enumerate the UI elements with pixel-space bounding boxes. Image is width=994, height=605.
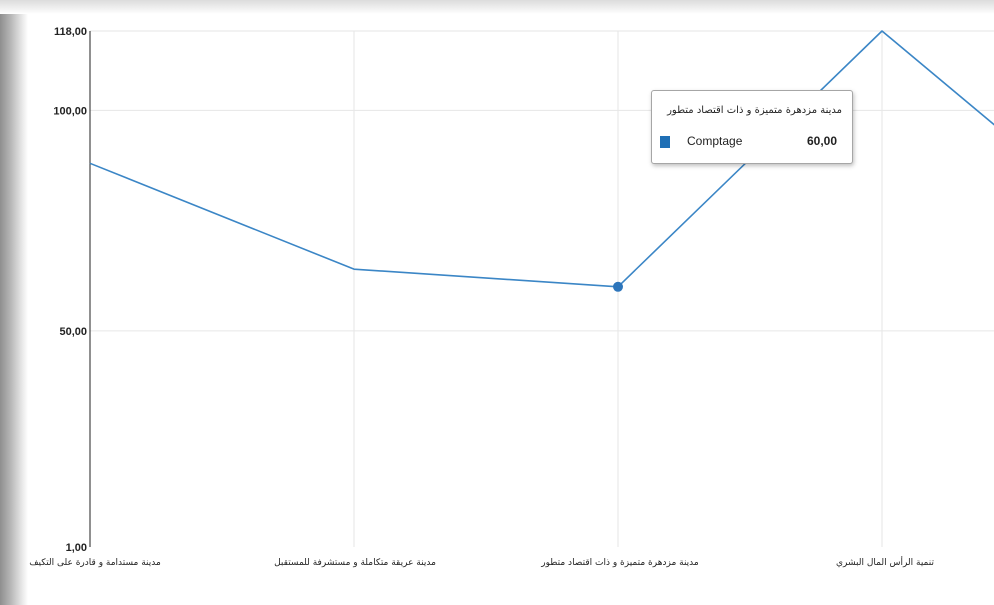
- tooltip-series-name: Comptage: [687, 134, 743, 148]
- tooltip-value: 60,00: [806, 134, 837, 148]
- window-edge-shadow: [0, 0, 28, 605]
- x-tick-label: مدينة مستدامة و قادرة على التكيف: [29, 558, 161, 568]
- series-lines: [89, 30, 994, 288]
- y-tick-label: 50,00: [59, 326, 87, 338]
- tooltip-title: مدينة مزدهرة متميزة و ذات اقتصاد متطور: [667, 105, 842, 116]
- data-points: [613, 281, 623, 292]
- y-tick-labels: 1,00 50,00 100,00 118,00: [53, 26, 87, 554]
- x-tick-label: مدينة مزدهرة متميزة و ذات اقتصاد متطور: [540, 558, 699, 568]
- y-tick-label: 100,00: [53, 105, 87, 117]
- x-tick-labels: مدينة مستدامة و قادرة على التكيف مدينة عر…: [29, 556, 934, 568]
- y-tick-label: 1,00: [66, 542, 87, 554]
- series-line: [89, 30, 994, 288]
- tooltip-series-swatch: [660, 136, 670, 148]
- x-tick-label: مدينة عريقة متكاملة و مستشرفة للمستقبل: [274, 558, 436, 568]
- window-top-shadow: [0, 0, 994, 14]
- chart-tooltip: مدينة مزدهرة متميزة و ذات اقتصاد متطور C…: [651, 90, 853, 164]
- x-tick-label: تنمية الرأس المال البشري: [836, 556, 934, 568]
- data-point: [613, 281, 623, 292]
- grid-lines: [90, 30, 994, 547]
- y-tick-label: 118,00: [54, 26, 87, 38]
